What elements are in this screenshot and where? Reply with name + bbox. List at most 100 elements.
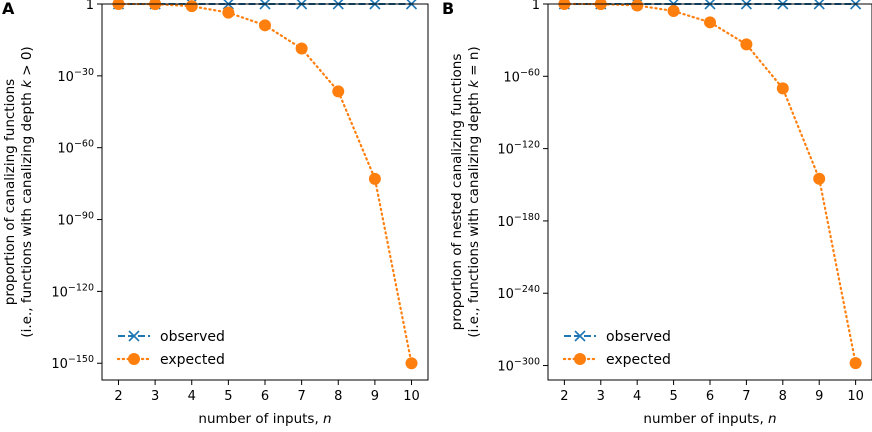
y-tick-label: 10−120 — [497, 140, 540, 158]
x-tick-label: 2 — [560, 389, 568, 404]
y-tick-exponent: −150 — [68, 354, 94, 365]
plot-frame — [547, 3, 872, 381]
y-tick-exponent: −180 — [514, 212, 540, 223]
plot-frame — [101, 3, 429, 381]
y-tick-label: 10−150 — [51, 354, 94, 372]
y-axis-label-after: > 0) — [19, 46, 35, 80]
y-tick-label: 10−120 — [51, 282, 94, 300]
x-axis-label-text: number of inputs, — [643, 411, 768, 427]
y-axis-label-line1: proportion of canalizing functions — [2, 79, 18, 305]
legend-expected-marker — [128, 353, 140, 365]
y-tick-base: 10 — [51, 285, 68, 300]
expected-point — [185, 0, 198, 13]
y-tick-exponent: −30 — [74, 67, 94, 78]
y-axis-label-line1: proportion of nested canalizing function… — [449, 54, 465, 331]
x-tick-label: 10 — [847, 389, 864, 404]
expected-point — [849, 357, 862, 370]
legend-expected-label: expected — [160, 352, 225, 368]
x-tick-label: 3 — [151, 389, 159, 404]
x-tick-label: 4 — [188, 389, 196, 404]
legend-observed-label: observed — [160, 329, 225, 345]
x-tick-label: 7 — [297, 389, 305, 404]
expected-point — [332, 85, 345, 98]
y-tick-exponent: −60 — [74, 139, 94, 150]
y-tick-exponent: −120 — [514, 140, 540, 151]
y-tick-label: 10−60 — [503, 67, 540, 85]
y-tick-exponent: −240 — [514, 284, 540, 295]
y-tick-exponent: −300 — [514, 357, 540, 368]
y-axis-label-before: (i.e., functions with canalizing depth — [466, 88, 482, 338]
y-axis-label-before: (i.e., functions with canalizing depth — [19, 88, 35, 338]
y-axis-label-var: k — [466, 79, 482, 88]
panel-a: A 2 3 4 5 6 7 8 9 10110−3010−6010−9010−12010−150… — [2, 0, 429, 427]
panel-b-plot: 2 3 4 5 6 7 8 9 10110−6010−12010−18010−24010−300… — [449, 0, 872, 427]
y-tick-label: 10−60 — [57, 139, 94, 157]
x-axis-label-var: n — [323, 411, 332, 427]
expected-point — [704, 16, 716, 29]
y-tick-base: 10 — [497, 287, 514, 302]
y-tick-label: 10−30 — [57, 67, 94, 85]
expected-point — [813, 172, 826, 185]
y-tick-base: 10 — [503, 70, 520, 85]
expected-point — [631, 0, 644, 12]
y-axis-label-line2: (i.e., functions with canalizing depth k… — [19, 46, 35, 337]
x-axis-label-var: n — [768, 411, 777, 427]
expected-point — [740, 38, 753, 51]
y-tick-label: 10−90 — [57, 211, 94, 229]
expected-point — [558, 0, 571, 10]
panel-b: B 2 3 4 5 6 7 8 9 10110−6010−12010−18010−24010−3… — [442, 0, 872, 427]
x-tick-label: 6 — [706, 389, 714, 404]
x-tick-label: 4 — [633, 389, 641, 404]
legend-observed-label: observed — [606, 329, 671, 345]
x-tick-label: 10 — [403, 389, 420, 404]
y-tick-base: 10 — [51, 357, 68, 372]
panel-b-letter: B — [442, 0, 454, 18]
x-axis-label: number of inputs, n — [643, 411, 776, 427]
legend-observed-marker — [574, 330, 586, 342]
y-axis-label-var: k — [19, 79, 35, 88]
x-tick-label: 5 — [224, 389, 232, 404]
legend-expected-label: expected — [606, 352, 671, 368]
x-tick-label: 9 — [371, 389, 379, 404]
expected-series-line — [563, 2, 857, 365]
x-tick-label: 2 — [114, 389, 122, 404]
y-tick-exponent: −120 — [68, 282, 94, 293]
expected-point — [222, 6, 235, 19]
y-axis-label-after: = n) — [466, 46, 482, 80]
expected-series-line — [117, 2, 413, 365]
expected-point — [368, 172, 381, 185]
x-tick-label: 9 — [815, 389, 823, 404]
expected-point — [405, 357, 418, 370]
panel-a-plot: 2 3 4 5 6 7 8 9 10110−3010−6010−9010−12010−150ob… — [2, 0, 429, 427]
expected-point — [295, 42, 308, 55]
legend-expected-marker — [574, 353, 586, 365]
y-tick-label: 10−240 — [497, 284, 540, 302]
y-tick-base: 10 — [497, 143, 514, 158]
y-tick-exponent: −90 — [74, 211, 94, 222]
x-tick-label: 5 — [669, 389, 677, 404]
y-tick-exponent: −60 — [520, 67, 540, 78]
y-tick-base: 10 — [497, 360, 514, 375]
y-tick-label: 1 — [532, 0, 540, 13]
y-axis-label-line2: (i.e., functions with canalizing depth k… — [466, 46, 482, 337]
panel-a-letter: A — [2, 0, 15, 18]
expected-point — [259, 19, 271, 32]
y-tick-base: 10 — [57, 142, 74, 157]
y-tick-base: 10 — [57, 214, 74, 229]
x-axis-label: number of inputs, n — [198, 411, 331, 427]
x-tick-label: 3 — [597, 389, 605, 404]
legend-observed-marker — [128, 330, 140, 342]
x-tick-label: 8 — [779, 389, 787, 404]
x-tick-label: 6 — [261, 389, 269, 404]
x-axis-label-text: number of inputs, — [198, 411, 323, 427]
y-tick-base: 10 — [497, 215, 514, 230]
y-tick-label: 10−300 — [497, 357, 540, 375]
expected-point — [149, 0, 162, 11]
y-tick-base: 10 — [57, 70, 74, 85]
expected-point — [112, 0, 125, 10]
expected-point — [776, 82, 789, 95]
y-tick-label: 10−180 — [497, 212, 540, 230]
expected-point — [667, 4, 680, 17]
expected-point — [594, 0, 607, 11]
